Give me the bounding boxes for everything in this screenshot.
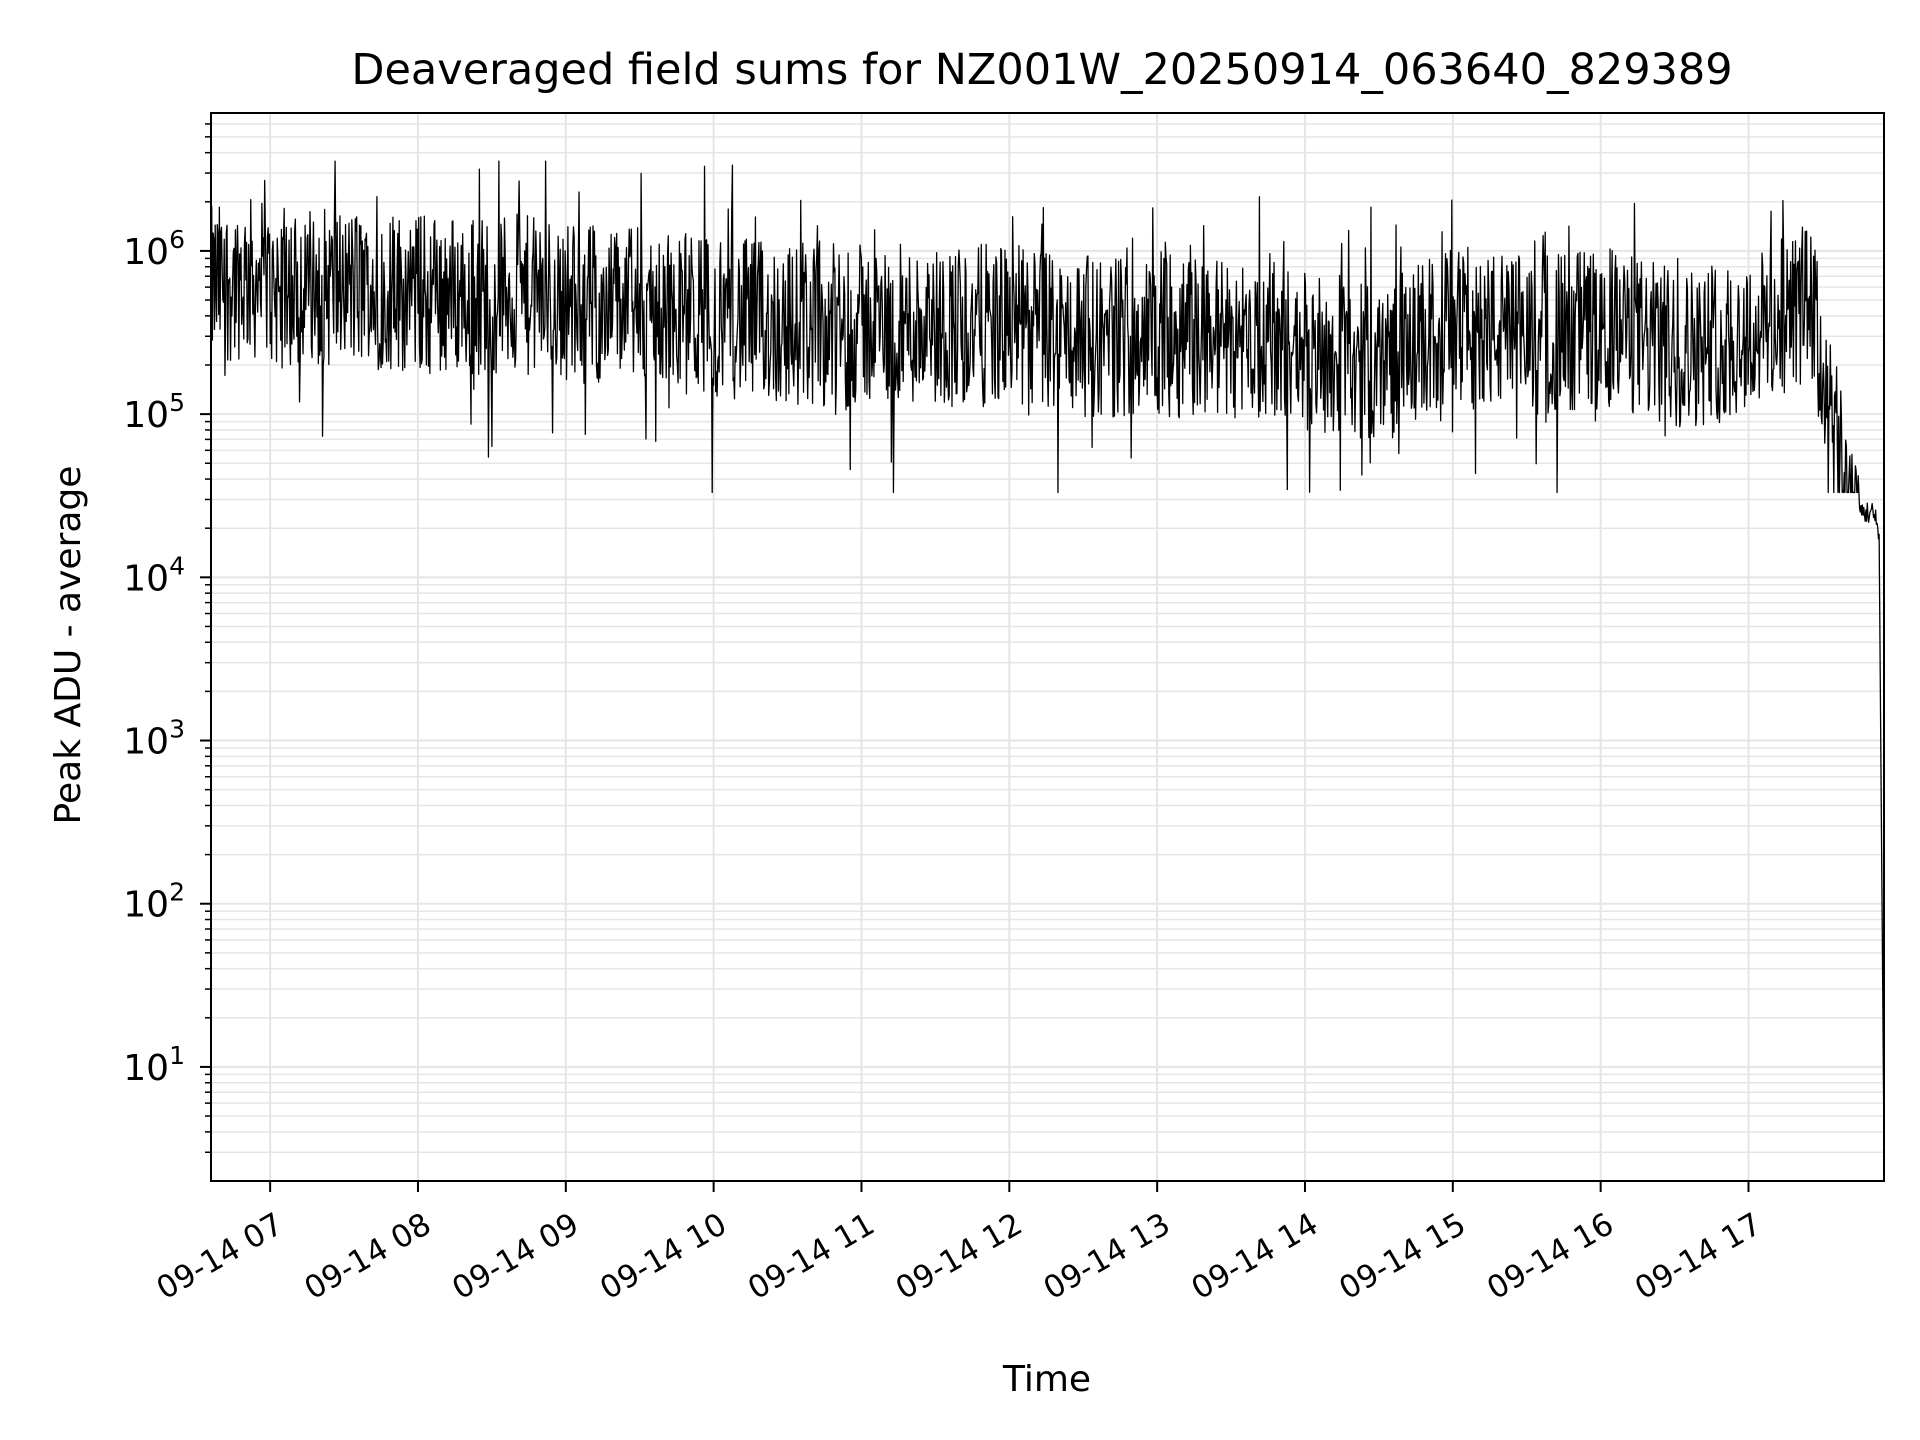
y-tick-label-exponent: 2 bbox=[169, 878, 185, 907]
y-tick-label-exponent: 6 bbox=[169, 225, 185, 254]
y-tick-label: 102 bbox=[123, 878, 185, 926]
y-tick-label-exponent: 4 bbox=[169, 551, 185, 580]
y-tick-label: 106 bbox=[123, 225, 185, 273]
y-tick-label-base: 10 bbox=[123, 558, 169, 599]
series-line bbox=[210, 160, 1885, 1153]
y-tick-label: 103 bbox=[123, 715, 185, 763]
y-tick-label-base: 10 bbox=[123, 722, 169, 763]
plot-area-frame bbox=[210, 112, 1885, 1182]
y-tick-label: 101 bbox=[123, 1041, 185, 1089]
y-tick-label-exponent: 1 bbox=[169, 1041, 185, 1070]
y-axis-label: Peak ADU - average bbox=[48, 466, 89, 825]
chart-title: Deaveraged field sums for NZ001W_2025091… bbox=[351, 45, 1732, 95]
y-tick-label: 104 bbox=[123, 551, 185, 599]
y-tick-label-base: 10 bbox=[123, 1048, 169, 1089]
y-tick-label-base: 10 bbox=[123, 885, 169, 926]
series-line-layer bbox=[210, 160, 1885, 1153]
y-tick-label-exponent: 3 bbox=[169, 715, 185, 744]
y-tick-label-base: 10 bbox=[123, 395, 169, 436]
y-tick-label-base: 10 bbox=[123, 232, 169, 273]
y-tick-label: 105 bbox=[123, 388, 185, 436]
x-axis-label: Time bbox=[1002, 1359, 1091, 1400]
y-tick-label-exponent: 5 bbox=[169, 388, 185, 417]
